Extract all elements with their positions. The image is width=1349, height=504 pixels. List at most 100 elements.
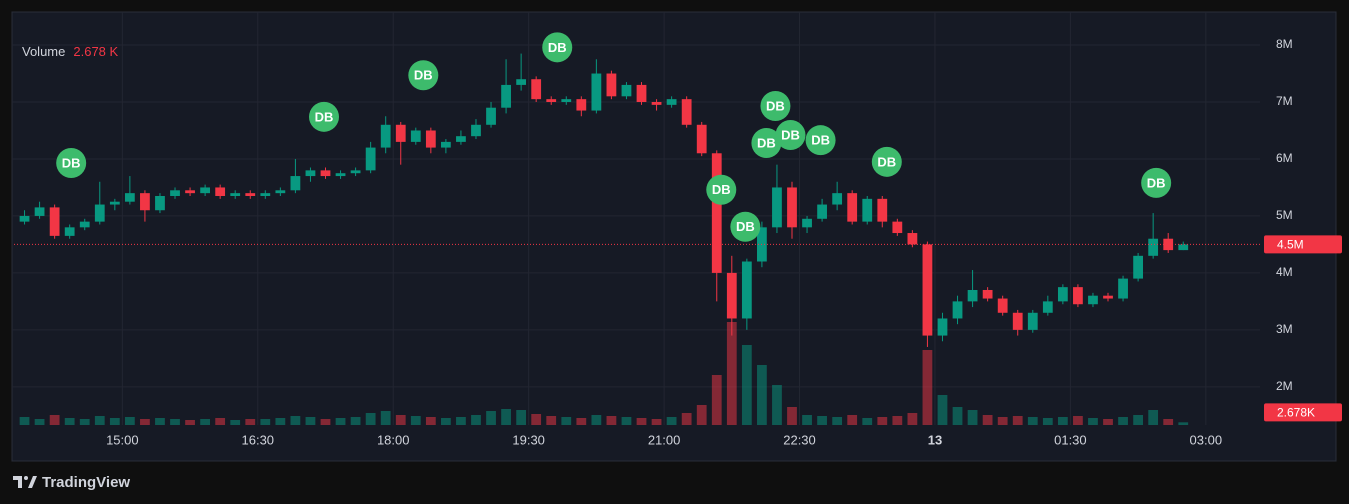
db-marker-label: DB <box>315 109 334 124</box>
candle-body <box>395 124 406 142</box>
candle-body <box>982 289 993 299</box>
volume-bar <box>1057 417 1068 425</box>
candle-body <box>847 193 858 222</box>
volume-bar <box>696 405 707 425</box>
volume-bar <box>1073 416 1083 425</box>
candle-body <box>1012 312 1023 330</box>
volume-bar <box>320 419 331 425</box>
candle-body <box>19 215 30 222</box>
volume-bar <box>937 395 948 425</box>
db-marker <box>775 120 806 151</box>
candle-body <box>335 173 346 177</box>
volume-bar <box>245 419 256 425</box>
candle-body <box>862 198 873 222</box>
volume-bar <box>817 416 827 425</box>
volume-bar <box>501 409 511 425</box>
volume-bar <box>967 410 978 425</box>
db-marker-label: DB <box>757 135 776 150</box>
volume-bar <box>531 414 542 425</box>
volume-value: 2.678 K <box>73 44 118 59</box>
volume-bar <box>772 385 782 425</box>
volume-bar <box>471 415 481 425</box>
volume-bar <box>335 418 346 425</box>
brand: TradingView <box>42 474 130 491</box>
volume-bar <box>290 416 301 425</box>
candle-body <box>621 84 632 97</box>
volume-bar <box>666 417 677 425</box>
candle-body <box>1163 238 1174 251</box>
candle-body <box>170 190 180 196</box>
volume-bar <box>1118 417 1128 425</box>
volume-bar <box>516 410 527 425</box>
candle-body <box>952 301 963 319</box>
volume-bar <box>832 417 843 425</box>
volume-bar <box>847 415 858 425</box>
volume-bar <box>546 416 557 425</box>
volume-bar <box>1148 410 1159 425</box>
db-marker-label: DB <box>736 219 755 234</box>
candle-body <box>245 193 256 196</box>
tradingview-logo: TradingView <box>13 474 130 491</box>
candle-body <box>486 107 496 125</box>
candle-body <box>380 124 391 148</box>
candle-body <box>1042 301 1053 313</box>
volume-bar <box>681 413 692 425</box>
volume-bar <box>440 418 451 425</box>
volume-bar <box>350 417 361 425</box>
candle-body <box>365 147 376 171</box>
x-tick-label: 01:30 <box>1054 432 1087 447</box>
candle-body <box>260 193 271 196</box>
volume-bar <box>49 415 60 425</box>
candle-body <box>772 187 782 228</box>
volume-bar <box>561 417 572 425</box>
candle-body <box>787 187 797 228</box>
volume-bar <box>200 419 211 425</box>
volume-bar <box>260 419 271 425</box>
candle-body <box>501 84 511 108</box>
volume-bar <box>395 415 406 425</box>
volume-bar <box>1042 418 1053 425</box>
candle-body <box>576 99 587 111</box>
db-marker-label: DB <box>548 40 567 55</box>
candle-body <box>531 79 542 100</box>
volume-bar <box>1012 416 1023 425</box>
candle-body <box>666 99 677 105</box>
candle-body <box>606 73 617 97</box>
candle-body <box>1057 287 1068 302</box>
volume-bar <box>124 417 135 425</box>
candle-body <box>109 201 120 205</box>
candle-body <box>1088 295 1098 305</box>
volume-bar <box>425 417 436 425</box>
volume-bar <box>305 417 316 425</box>
db-marker <box>871 146 902 177</box>
volume-bar <box>862 418 873 425</box>
volume-bar <box>64 418 75 425</box>
candle-body <box>651 102 662 105</box>
volume-bar <box>907 413 918 425</box>
volume-bar <box>741 345 752 425</box>
db-marker-label: DB <box>712 182 731 197</box>
volume-bar <box>19 417 30 425</box>
volume-bar <box>922 350 933 425</box>
x-tick-label: 18:00 <box>377 432 410 447</box>
candle-body <box>290 176 301 191</box>
candle-body <box>877 198 888 222</box>
logo-mark <box>13 476 22 488</box>
candle-body <box>1073 287 1083 305</box>
candle-body <box>1103 295 1113 299</box>
volume-bar <box>1027 417 1038 425</box>
volume-bar <box>185 420 195 425</box>
volume-bar <box>140 419 150 425</box>
legend-volume: Volume 2.678 K <box>22 44 119 59</box>
candle-body <box>440 141 451 148</box>
candle-body <box>1178 244 1189 251</box>
volume-label: Volume <box>22 44 65 59</box>
y-tick-label: 7M <box>1276 94 1293 108</box>
candle-body <box>802 218 812 228</box>
db-marker-label: DB <box>62 155 81 170</box>
volume-bar <box>757 365 767 425</box>
volume-bar <box>997 417 1008 425</box>
volume-bar <box>1133 415 1143 425</box>
volume-bar <box>1103 419 1113 425</box>
candle-body <box>155 195 165 211</box>
